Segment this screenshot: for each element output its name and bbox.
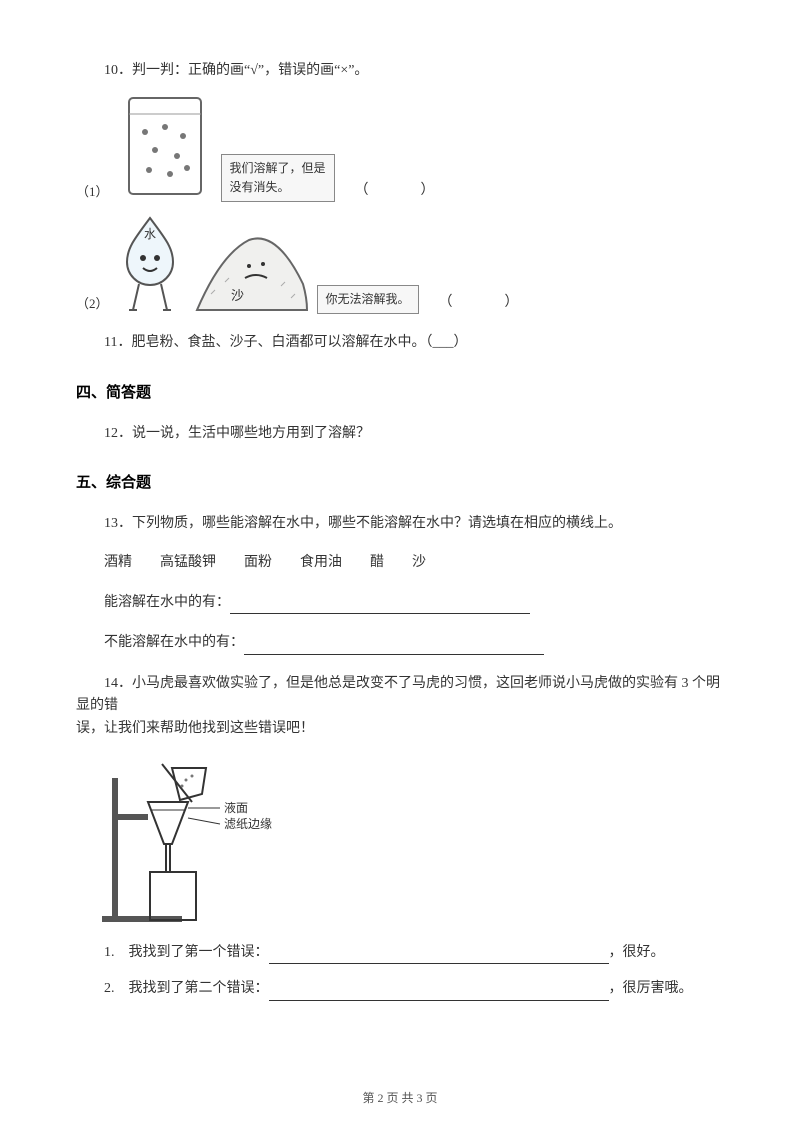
sand-pile-icon: 沙 (191, 224, 311, 314)
q10-sub2-paren[interactable]: （ ） (439, 292, 527, 314)
q10-sub1-speech: 我们溶解了，但是 没有消失。 (221, 154, 335, 202)
q14-item1-suf: ，很好。 (609, 945, 665, 960)
q14-item2-suf: ，很厉害哦。 (609, 981, 693, 996)
q13-cannot-label: 不能溶解在水中的有： (104, 635, 244, 650)
page-footer: 第 2 页 共 3 页 (0, 1089, 800, 1108)
q14-item2-blank[interactable] (269, 987, 609, 1001)
beaker-icon (115, 92, 215, 202)
q11-line: 11．肥皂粉、食盐、沙子、白酒都可以溶解在水中。（___） (76, 332, 724, 354)
q14-intro-l2: 误，让我们来帮助他找到这些错误吧！ (76, 718, 724, 740)
diagram-label-2: 滤纸边缘 (224, 817, 272, 831)
section-5-heading: 五、综合题 (76, 471, 724, 495)
diagram-label-1: 液面 (224, 800, 248, 815)
q13-can: 能溶解在水中的有： (76, 592, 724, 614)
q13-cannot: 不能溶解在水中的有： (76, 632, 724, 654)
q12-text: 说一说，生活中哪些地方用到了溶解？ (132, 426, 370, 441)
q12-line: 12．说一说，生活中哪些地方用到了溶解？ (76, 423, 724, 445)
sand-figure: 沙 (191, 224, 311, 314)
q11-number: 11 (104, 335, 117, 350)
question-12: 12．说一说，生活中哪些地方用到了溶解？ (76, 423, 724, 445)
q13-number: 13 (104, 516, 118, 531)
water-drop-icon: 水 (115, 214, 185, 314)
q14-item1-num: 1. (104, 945, 115, 960)
beaker-figure (115, 92, 215, 202)
question-11: 11．肥皂粉、食盐、沙子、白酒都可以溶解在水中。（___） (76, 332, 724, 354)
q13-options: 酒精 高锰酸钾 面粉 食用油 醋 沙 (76, 552, 724, 574)
question-13: 13．下列物质，哪些能溶解在水中，哪些不能溶解在水中？请选填在相应的横线上。 酒… (76, 513, 724, 655)
question-14: 14．小马虎最喜欢做实验了，但是他总是改变不了马虎的习惯，这回老师说小马虎做的实… (76, 673, 724, 1001)
q14-item1-pre: 我找到了第一个错误： (129, 945, 269, 960)
waterdrop-figure: 水 (115, 214, 185, 314)
q14-item1-blank[interactable] (269, 950, 609, 964)
q12-number: 12 (104, 426, 118, 441)
q10-prompt: 10．判一判：正确的画“√”，错误的画“×”。 (76, 60, 724, 82)
q13-cannot-blank[interactable] (244, 641, 544, 655)
q10-sub2-label: （2） (76, 294, 109, 315)
question-10: 10．判一判：正确的画“√”，错误的画“×”。 （1） 我们溶解了，但是 没有消… (76, 60, 724, 314)
q13-can-blank[interactable] (230, 600, 530, 614)
q10-sub1-speech-l1: 我们溶解了，但是 (230, 161, 326, 175)
q10-text: 判一判：正确的画“√”，错误的画“×”。 (132, 63, 368, 78)
q10-sub1-label: （1） (76, 182, 109, 203)
q14-item2-pre: 我找到了第二个错误： (129, 981, 269, 996)
sand-char: 沙 (231, 288, 244, 303)
q14-number: 14 (104, 676, 118, 691)
q11-text: 肥皂粉、食盐、沙子、白酒都可以溶解在水中。（___） (131, 335, 467, 350)
q10-sub1: （1） 我们溶解了，但是 没有消失。 （ ） (76, 92, 724, 202)
q10-sub2-speech: 你无法溶解我。 (317, 285, 419, 314)
q13-text: 下列物质，哪些能溶解在水中，哪些不能溶解在水中？请选填在相应的横线上。 (132, 516, 622, 531)
q10-sub1-speech-l2: 没有消失。 (230, 180, 290, 194)
q10-sub1-paren[interactable]: （ ） (355, 180, 443, 202)
q13-prompt: 13．下列物质，哪些能溶解在水中，哪些不能溶解在水中？请选填在相应的横线上。 (76, 513, 724, 535)
q14-findings: 1. 我找到了第一个错误： ，很好。 2. 我找到了第二个错误： ，很厉害哦。 (76, 942, 724, 1001)
q14-item-2: 2. 我找到了第二个错误： ，很厉害哦。 (76, 978, 724, 1000)
q10-number: 10 (104, 63, 118, 78)
water-char: 水 (144, 227, 156, 241)
q14-item-1: 1. 我找到了第一个错误： ，很好。 (76, 942, 724, 964)
q14-diagram: 液面 滤纸边缘 (96, 758, 724, 928)
section-4-heading: 四、简答题 (76, 381, 724, 405)
filtration-apparatus-icon: 液面 滤纸边缘 (96, 758, 296, 928)
q14-text-l1: 小马虎最喜欢做实验了，但是他总是改变不了马虎的习惯，这回老师说小马虎做的实验有 … (76, 676, 720, 713)
q10-sub2: （2） 水 沙 (76, 214, 724, 314)
q14-intro-l1: 14．小马虎最喜欢做实验了，但是他总是改变不了马虎的习惯，这回老师说小马虎做的实… (76, 673, 724, 718)
q13-can-label: 能溶解在水中的有： (104, 595, 230, 610)
q14-item2-num: 2. (104, 981, 115, 996)
